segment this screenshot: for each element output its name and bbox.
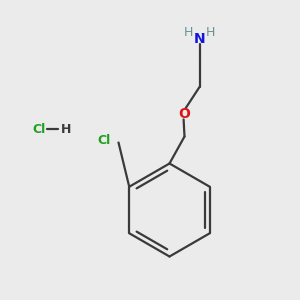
Text: Cl: Cl <box>32 122 46 136</box>
Text: H: H <box>61 122 71 136</box>
Text: H: H <box>183 26 193 39</box>
Text: Cl: Cl <box>98 134 111 148</box>
Text: O: O <box>178 107 190 121</box>
Text: H: H <box>206 26 216 39</box>
Text: N: N <box>194 32 205 46</box>
